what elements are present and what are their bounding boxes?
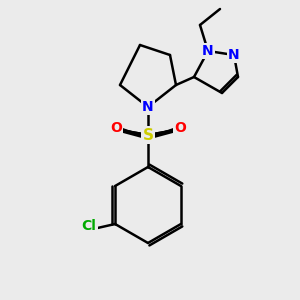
Text: O: O	[174, 121, 186, 135]
Text: N: N	[202, 44, 214, 58]
Text: O: O	[110, 121, 122, 135]
Text: Cl: Cl	[82, 219, 97, 233]
Text: S: S	[142, 128, 154, 142]
Text: N: N	[228, 48, 240, 62]
Text: N: N	[142, 100, 154, 114]
